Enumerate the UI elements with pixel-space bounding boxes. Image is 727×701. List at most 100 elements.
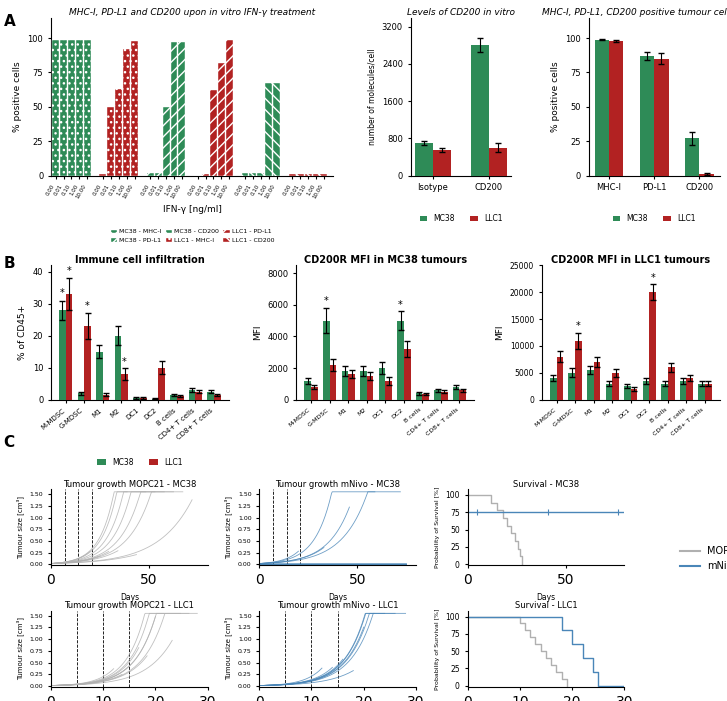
Bar bbox=[158, 368, 165, 400]
Bar bbox=[459, 390, 466, 400]
Bar bbox=[65, 294, 72, 400]
Text: *: * bbox=[398, 299, 403, 310]
X-axis label: Days: Days bbox=[120, 592, 139, 601]
Text: *: * bbox=[122, 357, 127, 367]
Bar bbox=[52, 39, 59, 175]
Bar bbox=[640, 56, 654, 175]
Legend: MC38, LLC1: MC38, LLC1 bbox=[610, 211, 699, 226]
Bar bbox=[289, 174, 296, 175]
Bar bbox=[587, 370, 594, 400]
Title: Tumour growth mNivo - LLC1: Tumour growth mNivo - LLC1 bbox=[277, 601, 398, 611]
Bar bbox=[643, 381, 649, 400]
Title: Survival - LLC1: Survival - LLC1 bbox=[515, 601, 577, 611]
Bar bbox=[404, 349, 411, 400]
Bar bbox=[649, 292, 656, 400]
Bar bbox=[123, 49, 130, 175]
Title: Tumour growth mNivo - MC38: Tumour growth mNivo - MC38 bbox=[275, 479, 400, 489]
Bar bbox=[60, 39, 67, 175]
Bar bbox=[471, 46, 489, 175]
Text: *: * bbox=[85, 301, 90, 311]
Legend: MC38 - MHC-I, MC38 - PD-L1, MC38 - CD200, LLC1 - MHC-I, LLC1 - PD-L1, LLC1 - CD2: MC38 - MHC-I, MC38 - PD-L1, MC38 - CD200… bbox=[108, 226, 277, 245]
Y-axis label: Tumour size [cm³]: Tumour size [cm³] bbox=[16, 618, 24, 681]
Bar bbox=[241, 172, 249, 175]
Bar bbox=[416, 393, 422, 400]
Bar bbox=[177, 397, 184, 400]
Bar bbox=[305, 174, 312, 175]
Bar bbox=[297, 174, 304, 175]
Bar bbox=[360, 372, 366, 400]
Title: MHC-I, PD-L1, CD200 positive tumour cells in vivo: MHC-I, PD-L1, CD200 positive tumour cell… bbox=[542, 8, 727, 17]
Bar bbox=[366, 376, 374, 400]
Y-axis label: % of CD45+: % of CD45+ bbox=[18, 305, 27, 360]
Bar bbox=[170, 395, 177, 400]
Bar bbox=[249, 172, 257, 175]
Bar bbox=[595, 39, 609, 175]
Bar bbox=[379, 368, 385, 400]
Bar bbox=[668, 367, 675, 400]
Bar bbox=[441, 392, 448, 400]
Bar bbox=[116, 89, 122, 175]
Bar bbox=[624, 386, 631, 400]
Bar bbox=[699, 174, 714, 175]
Bar bbox=[207, 392, 214, 400]
Legend: MC38, LLC1: MC38, LLC1 bbox=[417, 211, 505, 226]
Title: Levels of CD200 in vitro: Levels of CD200 in vitro bbox=[407, 8, 515, 17]
Bar bbox=[680, 381, 686, 400]
Bar bbox=[305, 381, 311, 400]
Title: CD200R MFI in MC38 tumours: CD200R MFI in MC38 tumours bbox=[304, 254, 467, 264]
Bar bbox=[210, 90, 217, 175]
Bar bbox=[654, 59, 669, 175]
Bar bbox=[68, 39, 75, 175]
Bar bbox=[140, 398, 147, 400]
Bar bbox=[557, 357, 563, 400]
Bar bbox=[226, 39, 233, 175]
Bar bbox=[433, 150, 451, 175]
Text: A: A bbox=[4, 14, 15, 29]
Bar bbox=[121, 374, 128, 400]
Title: Immune cell infiltration: Immune cell infiltration bbox=[75, 254, 205, 264]
Bar bbox=[76, 39, 83, 175]
Bar bbox=[569, 373, 575, 400]
Title: Tumour growth MOPC21 - LLC1: Tumour growth MOPC21 - LLC1 bbox=[65, 601, 194, 611]
Bar bbox=[214, 395, 221, 400]
Bar bbox=[257, 172, 264, 175]
Bar bbox=[196, 392, 202, 400]
Legend: MC38, LLC1: MC38, LLC1 bbox=[94, 454, 186, 470]
Y-axis label: % positive cells: % positive cells bbox=[550, 61, 560, 132]
Bar bbox=[348, 374, 355, 400]
Text: *: * bbox=[650, 273, 655, 283]
Bar bbox=[84, 39, 91, 175]
Bar bbox=[78, 393, 84, 400]
Bar bbox=[612, 373, 619, 400]
Y-axis label: Tumour size [cm³]: Tumour size [cm³] bbox=[225, 496, 232, 559]
Y-axis label: MFI: MFI bbox=[495, 325, 505, 340]
Bar bbox=[108, 107, 114, 175]
Bar bbox=[189, 390, 196, 400]
Bar bbox=[323, 320, 329, 400]
Y-axis label: Probability of Survival [%]: Probability of Survival [%] bbox=[435, 486, 440, 569]
Bar bbox=[313, 174, 319, 175]
Text: C: C bbox=[4, 435, 15, 449]
Bar bbox=[397, 320, 404, 400]
Text: *: * bbox=[67, 266, 71, 275]
Bar bbox=[100, 174, 106, 175]
Title: Survival - MC38: Survival - MC38 bbox=[513, 479, 579, 489]
Bar bbox=[705, 383, 712, 400]
Legend: MOPC21, mNivo: MOPC21, mNivo bbox=[676, 543, 727, 575]
Bar bbox=[321, 174, 327, 175]
Bar bbox=[115, 336, 121, 400]
Bar bbox=[594, 362, 601, 400]
Bar bbox=[155, 172, 161, 175]
Bar bbox=[609, 41, 624, 175]
Bar bbox=[218, 63, 225, 175]
Bar bbox=[133, 398, 140, 400]
Bar bbox=[84, 326, 91, 400]
Bar bbox=[202, 174, 209, 175]
Bar bbox=[631, 389, 638, 400]
Bar bbox=[163, 107, 169, 175]
X-axis label: IFN-γ [ng/ml]: IFN-γ [ng/ml] bbox=[163, 205, 222, 214]
Bar bbox=[489, 148, 507, 175]
Bar bbox=[606, 383, 612, 400]
Bar bbox=[699, 383, 705, 400]
Y-axis label: % positive cells: % positive cells bbox=[13, 61, 22, 132]
